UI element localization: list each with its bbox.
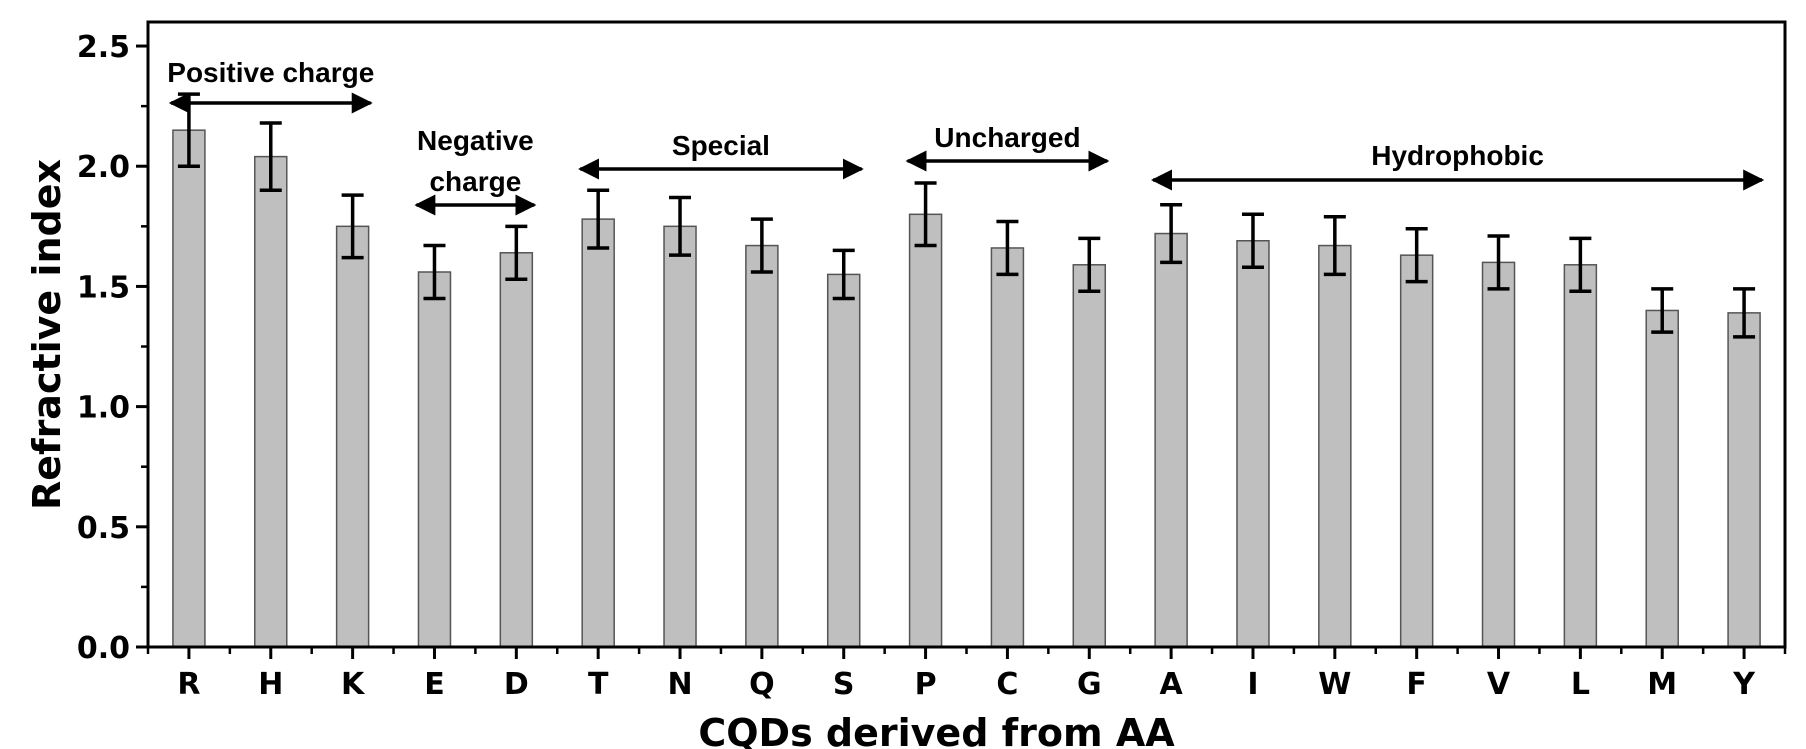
x-tick-label-V: V [1487,667,1511,702]
x-tick-label-M: M [1647,667,1677,702]
error-bar-W [1323,214,1346,277]
x-tick-label-K: K [341,667,366,702]
error-bar-H [259,121,282,193]
plot-frame [146,20,1787,649]
error-bar-P [914,181,937,248]
bar-I [1236,240,1270,648]
error-bar-E [423,243,446,301]
y-tick-label: 1.0 [77,391,130,426]
error-bar-D [505,224,528,281]
x-tick-label-C: C [996,667,1018,702]
error-bar-Q [750,217,773,274]
x-tick-label-G: G [1077,667,1102,702]
bar-K [335,225,370,648]
y-tick-label: 1.5 [77,270,130,305]
x-tick-label-W: W [1318,667,1351,702]
error-bar-N [669,195,692,257]
bar-M [1645,309,1679,648]
x-axis-title: CQDs derived from AA [698,711,1175,749]
bar-Y [1727,312,1761,648]
error-bar-T [587,188,610,250]
error-bar-L [1569,236,1592,293]
error-bar-K [341,193,364,260]
group-label: Special [672,130,770,161]
error-bar-C [996,219,1019,277]
x-tick-label-A: A [1160,667,1184,702]
error-bar-I [1241,212,1264,269]
group-annotations: Positive charge Negative charge Special Unch… [167,57,1765,216]
bar-S [826,273,861,648]
bar-Q [745,244,779,648]
y-axis-title: Refractive index [25,159,69,510]
x-tick-label-P: P [915,667,937,702]
x-tick-label-Q: Q [749,667,775,702]
x-tick-label-Y: Y [1732,667,1756,702]
x-tick-label-S: S [833,667,855,702]
group-label: charge [429,166,521,197]
group-special: Special [578,130,864,180]
x-tick-label-I: I [1247,667,1258,702]
x-tick-label-T: T [588,667,609,702]
error-bar-S [832,248,855,301]
bar-R [172,129,206,648]
bar-W [1318,244,1352,648]
axes-layer: 0.0 0.5 1.0 1.5 2.0 2.5 R H K E D T N Q S P C G A I W F V L M Y [77,30,1787,702]
bar-T [581,218,615,648]
x-tick-label-L: L [1571,667,1590,702]
group-label: Uncharged [934,122,1080,153]
x-tick-label-D: D [504,667,529,702]
bar-P [908,213,943,648]
error-bar-V [1487,234,1510,291]
bar-G [1072,264,1107,648]
group-negative-charge: Negative charge [414,125,537,216]
y-tick-label: 0.0 [77,631,130,666]
bar-A [1154,232,1188,648]
x-tick-label-E: E [424,667,445,702]
error-bar-M [1651,287,1674,334]
error-bar-Y [1733,287,1756,339]
group-uncharged: Uncharged [905,122,1110,172]
bar-N [663,225,697,648]
bar-D [499,252,534,648]
x-tick-label-R: R [177,667,200,702]
x-tick-label-H: H [258,667,283,702]
bar-V [1481,261,1516,648]
bar-H [254,155,288,648]
group-label: Positive charge [167,57,374,88]
bar-L [1563,264,1598,648]
x-tick-label-F: F [1406,667,1427,702]
bars-layer [172,92,1761,648]
bar-E [417,271,452,648]
error-bar-G [1078,236,1101,293]
x-tick-label-N: N [667,667,692,702]
y-tick-label: 2.5 [77,30,130,65]
y-tick-label: 0.5 [77,511,130,546]
error-bar-F [1405,226,1428,284]
y-tick-label: 2.0 [77,150,130,185]
group-hydrophobic: Hydrophobic [1151,140,1765,191]
group-label: Negative [417,125,534,156]
bar-C [990,247,1025,648]
group-label: Hydrophobic [1371,140,1544,171]
bar-F [1399,254,1434,648]
error-bar-A [1160,202,1183,265]
group-positive-charge: Positive charge [167,57,374,114]
